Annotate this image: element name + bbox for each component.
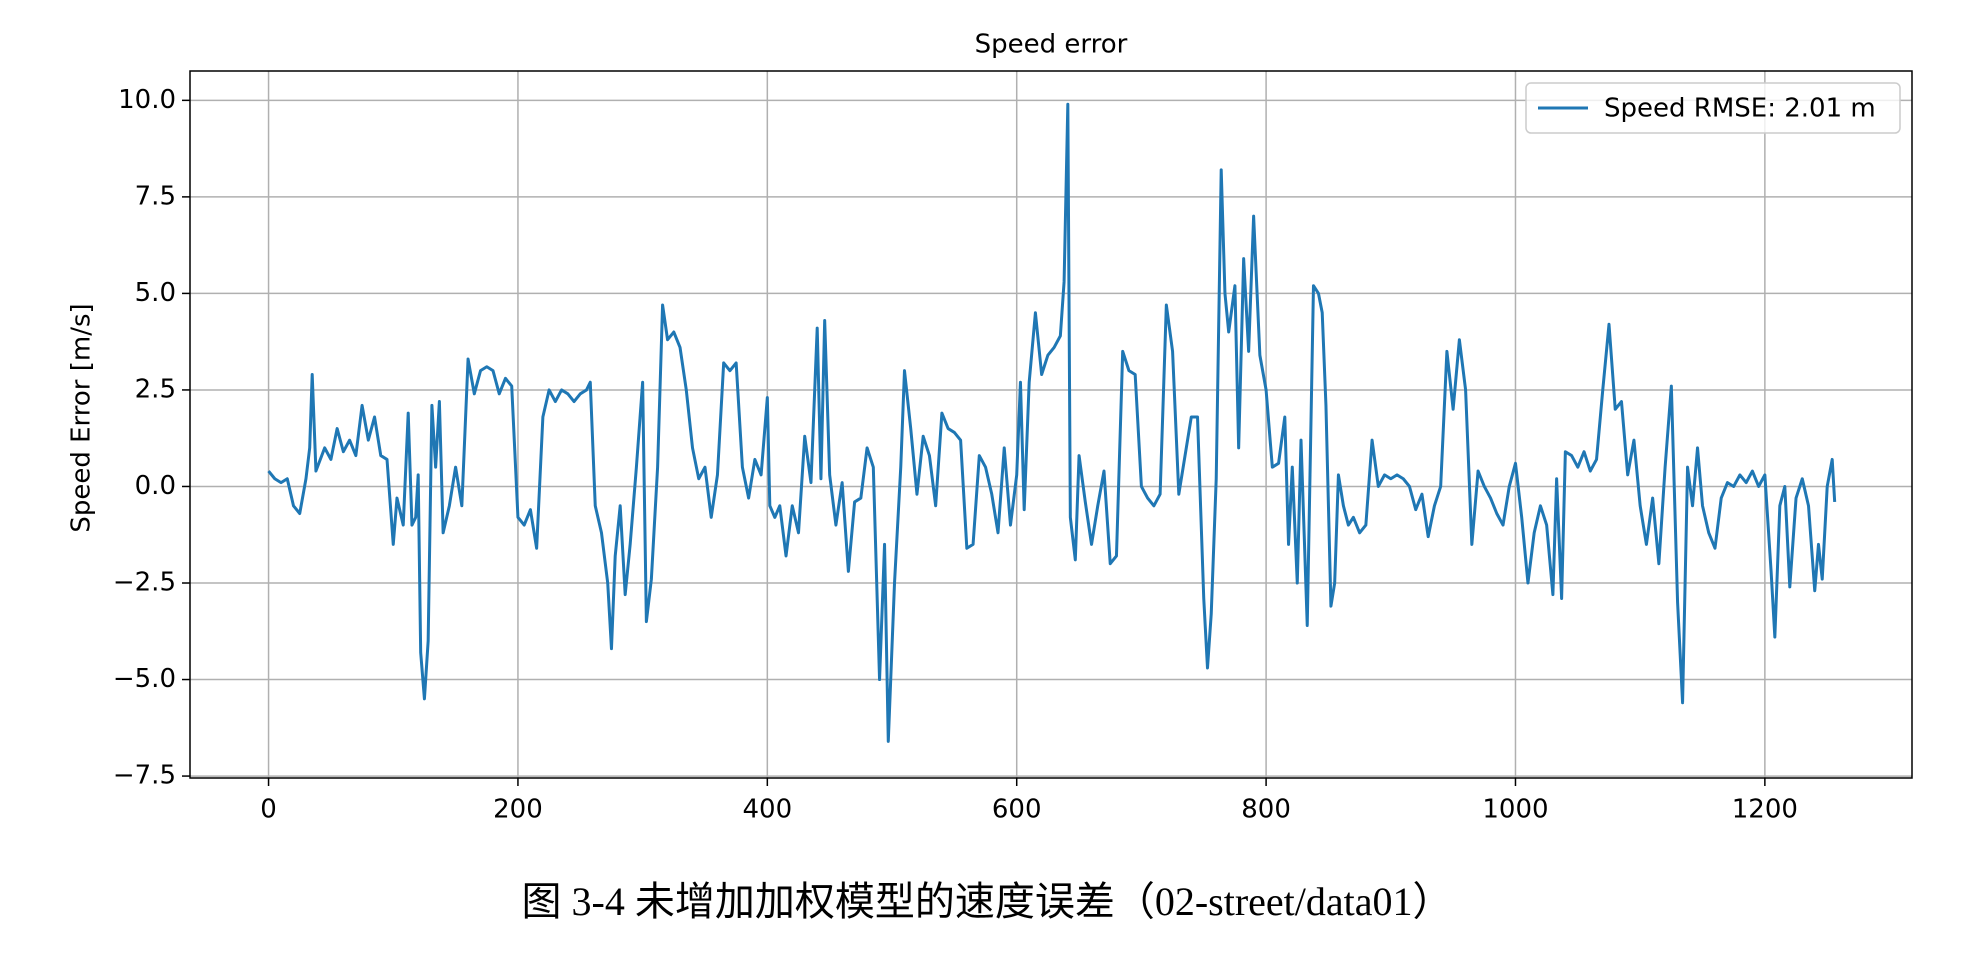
- legend-box: [1525, 82, 1901, 134]
- legend-label: Speed RMSE: 2.01 m: [1604, 94, 1876, 124]
- x-tick-label: 200: [493, 795, 543, 825]
- chart-title: Speed error: [975, 30, 1128, 60]
- plot-frame: [189, 70, 1913, 779]
- y-tick-label: −7.5: [113, 761, 176, 791]
- y-tick-label: 0.0: [135, 471, 176, 501]
- x-tick-label: 400: [743, 795, 793, 825]
- x-tick-label: 0: [260, 795, 277, 825]
- y-tick-label: 7.5: [135, 181, 176, 211]
- x-tick-label: 1200: [1732, 795, 1798, 825]
- y-tick-label: 5.0: [135, 278, 176, 308]
- y-axis-label: Speed Error [m/s]: [67, 303, 97, 532]
- y-tick-label: −5.0: [113, 664, 176, 694]
- x-tick-label: 600: [992, 795, 1042, 825]
- x-tick-label: 1000: [1482, 795, 1548, 825]
- y-tick-label: 10.0: [118, 85, 176, 115]
- caption: 图 3-4 未增加加权模型的速度误差（02-street/data01）: [522, 879, 1453, 924]
- data-line: [267, 102, 1837, 743]
- y-tick-label: −2.5: [113, 568, 176, 598]
- y-tick-label: 2.5: [135, 374, 176, 404]
- x-tick-label: 800: [1241, 795, 1291, 825]
